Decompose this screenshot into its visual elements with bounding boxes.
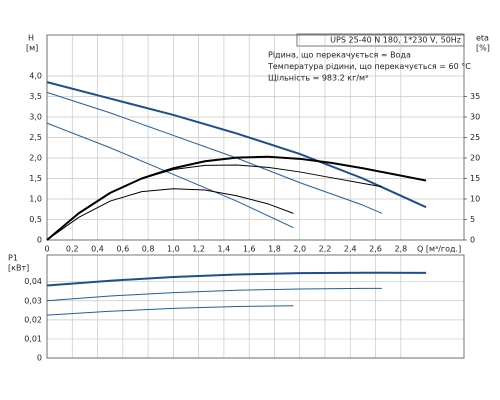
- x-tick-label: 1,8: [268, 245, 281, 254]
- curve: [46, 188, 294, 241]
- curve: [46, 164, 382, 241]
- x-tick-label: 0: [44, 245, 49, 254]
- x-tick-label: 1,2: [192, 245, 205, 254]
- curve: [46, 305, 294, 316]
- y-tick-label: 3,5: [29, 92, 42, 101]
- y2-tick-label: 15: [470, 174, 480, 183]
- y2-tick-label: 30: [470, 113, 480, 122]
- y2-tick-label: 25: [470, 133, 480, 142]
- y2-tick-label: 10: [470, 195, 480, 204]
- y-tick-label: 0,5: [29, 215, 42, 224]
- y-tick-label: 1,5: [29, 174, 42, 183]
- x-tick-label: 0,6: [116, 245, 129, 254]
- curve: [46, 271, 427, 287]
- x-tick-label: 0,2: [66, 245, 79, 254]
- note: Рідина, що перекачується = Вода: [268, 51, 411, 60]
- y-tick-label: 1,0: [29, 195, 42, 204]
- curve: [46, 122, 294, 229]
- y-tick-label: 0,02: [24, 315, 42, 324]
- y2-axis-label: eta: [476, 34, 489, 43]
- x-tick-label: 0,4: [91, 245, 104, 254]
- chart-title: UPS 25-40 N 180, 1*230 V, 50Hz: [330, 36, 461, 45]
- y2-tick-label: 20: [470, 154, 480, 163]
- y-tick-label: 2,5: [29, 133, 42, 142]
- y-axis-label: P1: [8, 254, 18, 263]
- y-tick-label: 0,03: [24, 296, 42, 305]
- x-tick-label: 2,6: [369, 245, 382, 254]
- y-tick-label: 2,0: [29, 154, 42, 163]
- y-tick-label: 3,0: [29, 113, 42, 122]
- x-tick-label: 1,0: [167, 245, 180, 254]
- note: Щільність = 983.2 кг/м³: [268, 74, 368, 83]
- plot-frame: [46, 34, 465, 241]
- y2-tick-label: 5: [470, 215, 475, 224]
- y-tick-label: 0: [37, 236, 42, 245]
- curve: [46, 287, 382, 302]
- x-tick-label: 1,4: [218, 245, 231, 254]
- y2-tick-label: 35: [470, 92, 480, 101]
- y-tick-label: 0,04: [24, 277, 42, 286]
- y2-axis-unit: [%]: [476, 44, 490, 53]
- y-tick-label: 4,0: [29, 72, 42, 81]
- x-axis-label: Q [м³/год.]: [417, 245, 461, 254]
- x-tick-label: 2,8: [394, 245, 407, 254]
- curve: [46, 81, 427, 209]
- y-tick-label: 0: [37, 354, 42, 363]
- y-axis-unit: [кВт]: [8, 264, 29, 273]
- plot-frame: [46, 254, 465, 359]
- x-tick-label: 2,0: [293, 245, 306, 254]
- x-tick-label: 0,8: [142, 245, 155, 254]
- y-axis-label: H: [28, 34, 34, 43]
- y-tick-label: 0,01: [24, 334, 42, 343]
- y2-tick-label: 0: [470, 236, 475, 245]
- x-tick-label: 2,2: [319, 245, 332, 254]
- x-tick-label: 1,6: [243, 245, 256, 254]
- y-axis-unit: [м]: [26, 44, 38, 53]
- x-tick-label: 2,4: [344, 245, 357, 254]
- note: Температура рідини, що перекачується = 6…: [267, 62, 471, 71]
